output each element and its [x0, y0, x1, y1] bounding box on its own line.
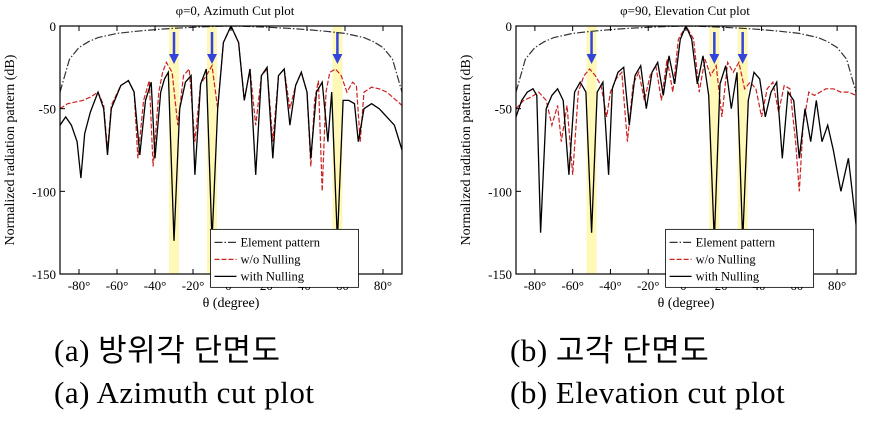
el-series-group	[516, 26, 856, 241]
az-xtick-label-0: -80°	[68, 278, 91, 293]
el-series-w-o-nulling	[516, 26, 856, 192]
az-ytick-label-1: -50	[39, 102, 56, 117]
el-legend-label-1: w/o Nulling	[696, 252, 757, 266]
azimuth-cut-chart: -80°-60°-40°-20°0°20°40°60°80°0-50-100-1…	[3, 3, 403, 311]
el-null-band-1	[709, 26, 720, 274]
az-xtick-label-3: -20°	[182, 278, 205, 293]
az-xtick-label-8: 80°	[374, 278, 392, 293]
el-series-element-pattern	[516, 26, 856, 93]
az-xtick-label-2: -40°	[144, 278, 167, 293]
el-series-with-nulling	[516, 26, 856, 241]
el-legend-box	[665, 228, 815, 288]
az-legend-box	[210, 228, 359, 288]
el-ytick-label-1: -50	[495, 102, 512, 117]
el-xtick-label-0: -80°	[524, 278, 547, 293]
az-xtick-label-1: -60°	[106, 278, 129, 293]
el-chart-title: φ=90, Elevation Cut plot	[620, 3, 750, 18]
elevation-cut-chart: -80°-60°-40°-20°0°20°40°60°80°0-50-100-1…	[459, 3, 857, 311]
az-ytick-label-3: -150	[32, 267, 56, 282]
el-null-arrowhead-0	[586, 54, 597, 64]
el-legend-label-0: Element pattern	[696, 235, 776, 249]
az-ytick-label-2: -100	[32, 184, 56, 199]
az-null-arrowhead-1	[207, 54, 217, 64]
az-series-with-nulling	[60, 26, 402, 241]
el-null-arrowhead-2	[737, 54, 748, 64]
el-null-arrowhead-1	[709, 54, 720, 64]
right-caption-korean: (b) 고각 단면도	[510, 333, 710, 368]
el-xtick-label-1: -60°	[561, 278, 584, 293]
az-legend-label-0: Element pattern	[240, 235, 320, 249]
left-caption-english: (a) Azimuth cut plot	[54, 375, 315, 410]
el-ytick-label-3: -150	[488, 267, 512, 282]
az-null-arrowhead-0	[169, 54, 179, 64]
right-caption-english: (b) Elevation cut plot	[510, 375, 786, 410]
az-null-band-2	[332, 26, 343, 274]
el-xtick-label-2: -40°	[599, 278, 622, 293]
el-x-axis-label: θ (degree)	[658, 296, 715, 311]
el-legend-label-2: with Nulling	[696, 269, 760, 283]
el-null-band-2	[737, 26, 748, 274]
az-series-element-pattern	[60, 26, 402, 93]
az-y-axis-label: Normalized radiation pattern (dB)	[3, 54, 18, 245]
az-null-band-1	[207, 26, 217, 274]
az-chart-title: φ=0, Azimuth Cut plot	[176, 3, 295, 18]
az-legend-label-2: with Nulling	[240, 269, 304, 283]
el-xtick-label-8: 80°	[828, 278, 846, 293]
az-legend-label-1: w/o Nulling	[240, 252, 301, 266]
az-null-band-0	[169, 26, 179, 274]
az-series-group	[60, 26, 402, 241]
az-null-arrowhead-2	[332, 54, 343, 64]
el-xtick-label-3: -20°	[637, 278, 660, 293]
left-caption-korean: (a) 방위각 단면도	[54, 333, 281, 368]
el-ytick-label-0: 0	[506, 19, 513, 34]
az-ytick-label-0: 0	[50, 19, 57, 34]
az-x-axis-label: θ (degree)	[203, 296, 260, 311]
el-y-axis-label: Normalized radiation pattern (dB)	[459, 54, 474, 245]
el-null-band-0	[586, 26, 597, 274]
el-ytick-label-2: -100	[488, 184, 512, 199]
